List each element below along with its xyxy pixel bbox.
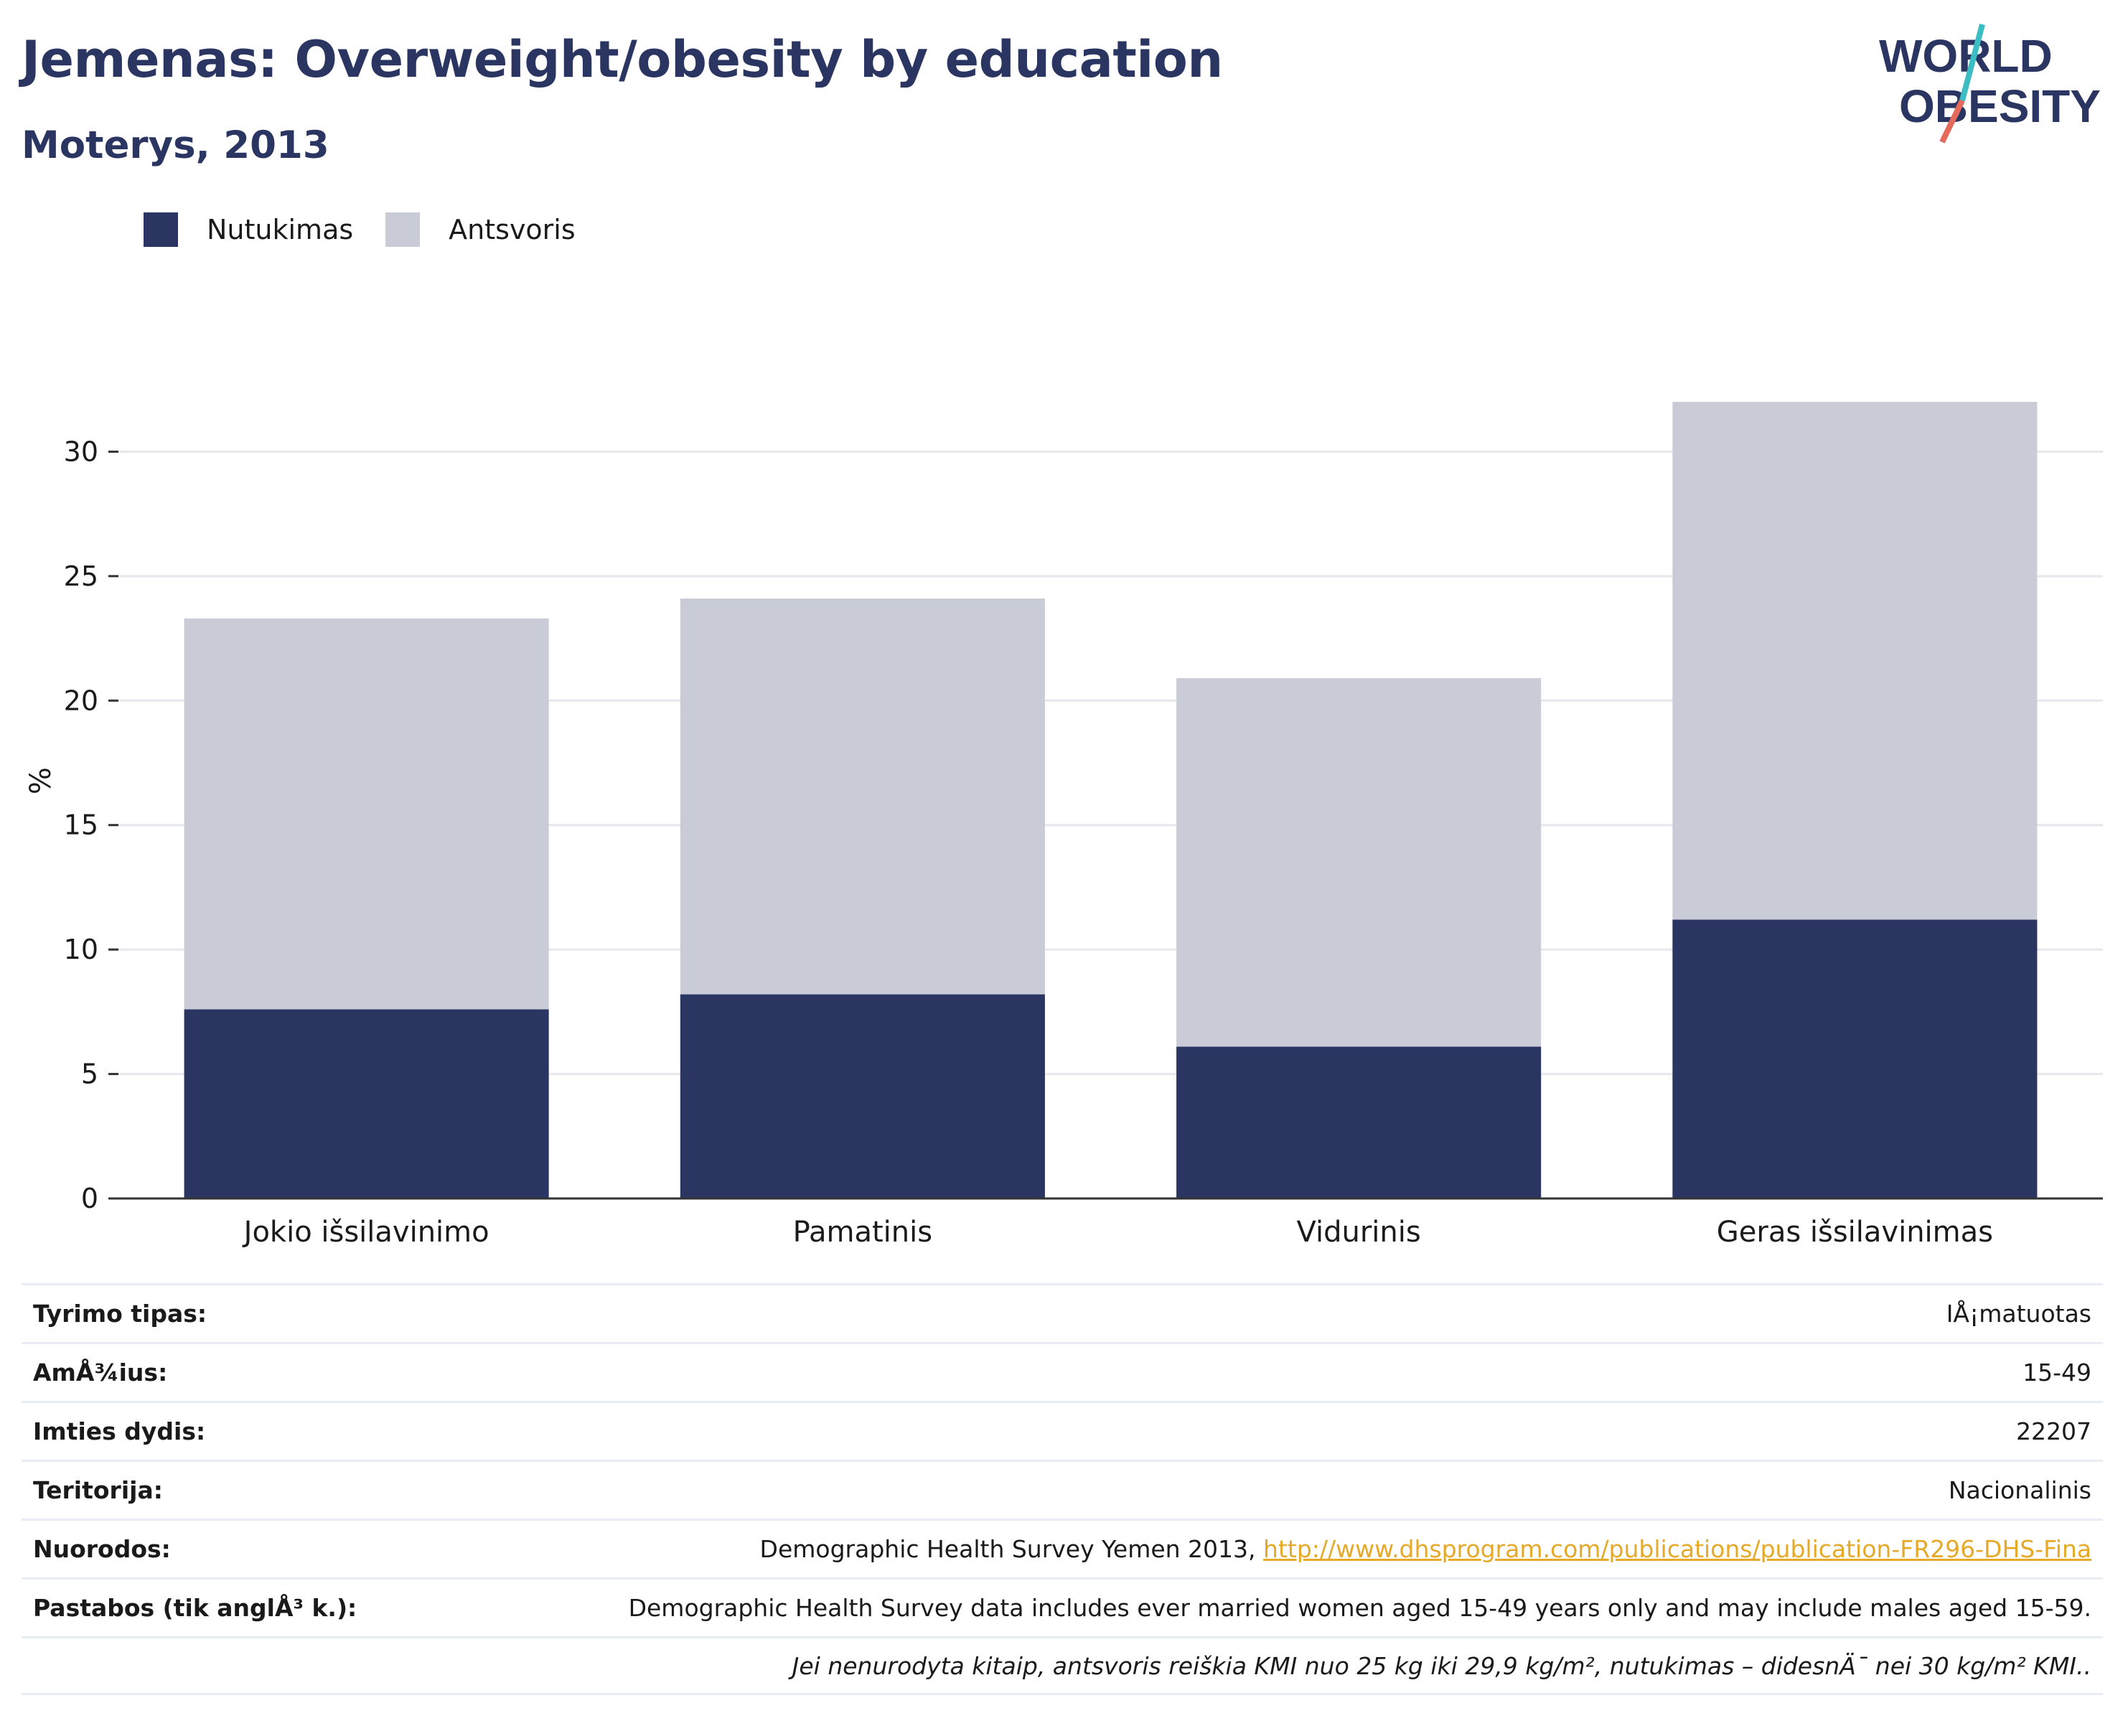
y-tick-label: 10 bbox=[64, 934, 98, 965]
page-title: Jemenas: Overweight/obesity by education bbox=[22, 30, 1223, 89]
y-tick-label: 15 bbox=[64, 810, 98, 841]
y-tick-label: 30 bbox=[64, 436, 98, 467]
stacked-bar-chart: 0 5 10 15 20 25 30% Jokio išsilavinimo Pamatinis… bbox=[24, 402, 2103, 1249]
bar-overweight bbox=[184, 618, 549, 1010]
info-key: Nuorodos: bbox=[33, 1535, 171, 1563]
y-tick-label: 20 bbox=[64, 685, 98, 716]
info-value: Nacionalinis bbox=[1948, 1476, 2091, 1504]
info-row-age: AmÅ¾ius: 15-49 bbox=[22, 1342, 2103, 1401]
y-tick-label: 5 bbox=[81, 1059, 98, 1090]
info-row-territory: Teritorija: Nacionalinis bbox=[22, 1460, 2103, 1519]
info-table: Tyrimo tipas: IÅ¡matuotas AmÅ¾ius: 15-49… bbox=[22, 1283, 2103, 1695]
legend-label-overweight: Antsvoris bbox=[449, 214, 576, 245]
info-row-survey-type: Tyrimo tipas: IÅ¡matuotas bbox=[22, 1283, 2103, 1342]
info-key: Pastabos (tik anglÅ³ k.): bbox=[33, 1594, 357, 1622]
bar-overweight bbox=[1672, 402, 2038, 920]
info-value-references: Demographic Health Survey Yemen 2013, ht… bbox=[760, 1535, 2091, 1563]
bar-obesity bbox=[184, 1009, 549, 1198]
x-tick-label: Vidurinis bbox=[1297, 1216, 1421, 1249]
legend-swatch-obesity bbox=[144, 212, 178, 247]
info-key: AmÅ¾ius: bbox=[33, 1359, 168, 1387]
reference-link[interactable]: http://www.dhsprogram.com/publications/p… bbox=[1263, 1535, 2091, 1563]
page-subtitle: Moterys, 2013 bbox=[22, 123, 329, 167]
bar-overweight bbox=[680, 599, 1045, 995]
bar-obesity bbox=[680, 994, 1045, 1198]
x-tick-label: Pamatinis bbox=[793, 1216, 932, 1249]
footnote: Jei nenurodyta kitaip, antsvoris reiškia… bbox=[792, 1651, 2091, 1680]
info-row-notes: Pastabos (tik anglÅ³ k.): Demographic He… bbox=[22, 1577, 2103, 1636]
info-value: Demographic Health Survey data includes … bbox=[628, 1594, 2091, 1622]
info-key: Tyrimo tipas: bbox=[33, 1300, 207, 1328]
world-obesity-logo: WORLD OBESITY bbox=[1879, 23, 2101, 144]
legend-item-obesity: Nutukimas bbox=[144, 212, 353, 247]
info-value: 15-49 bbox=[2023, 1359, 2091, 1387]
chart-legend: Nutukimas Antsvoris bbox=[144, 212, 608, 247]
footnote-row: Jei nenurodyta kitaip, antsvoris reiškia… bbox=[22, 1636, 2103, 1695]
svg-text:OBESITY: OBESITY bbox=[1899, 80, 2101, 132]
info-key: Imties dydis: bbox=[33, 1417, 206, 1445]
x-tick-label: Jokio išsilavinimo bbox=[242, 1216, 489, 1249]
legend-label-obesity: Nutukimas bbox=[207, 214, 354, 245]
svg-text:WORLD: WORLD bbox=[1879, 30, 2053, 82]
bar-overweight bbox=[1176, 678, 1542, 1047]
bar-obesity bbox=[1176, 1046, 1542, 1198]
x-tick-label: Geras išsilavinimas bbox=[1717, 1216, 1993, 1249]
info-key: Teritorija: bbox=[33, 1476, 163, 1504]
info-value: IÅ¡matuotas bbox=[1946, 1300, 2091, 1328]
info-value: 22207 bbox=[2016, 1417, 2091, 1445]
y-tick-label: 25 bbox=[64, 560, 98, 592]
info-row-sample-size: Imties dydis: 22207 bbox=[22, 1401, 2103, 1460]
y-axis-label: % bbox=[24, 767, 57, 794]
info-row-references: Nuorodos: Demographic Health Survey Yeme… bbox=[22, 1519, 2103, 1577]
legend-swatch-overweight bbox=[385, 212, 421, 247]
reference-text: Demographic Health Survey Yemen 2013, bbox=[759, 1535, 1264, 1563]
bar-obesity bbox=[1672, 919, 2038, 1198]
y-tick-label: 0 bbox=[81, 1183, 98, 1214]
legend-item-overweight: Antsvoris bbox=[385, 212, 576, 247]
